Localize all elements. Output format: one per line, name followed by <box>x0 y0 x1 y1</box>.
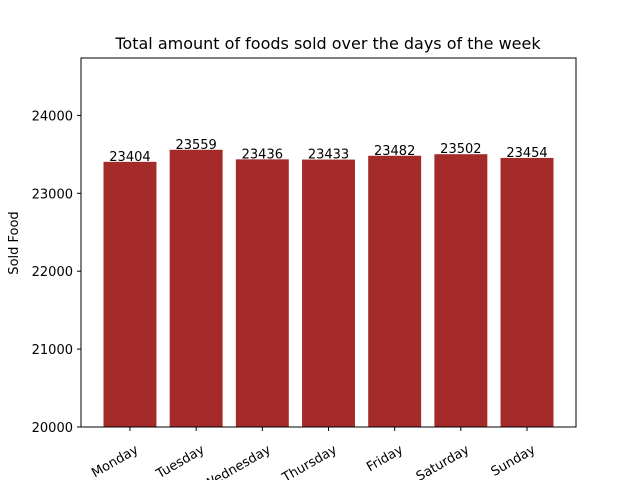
plot-frame <box>80 57 577 428</box>
x-tick-label: Saturday <box>414 442 472 480</box>
value-label: 23502 <box>440 142 481 157</box>
bar <box>434 154 488 427</box>
value-label: 23559 <box>175 138 216 153</box>
y-tick-label: 22000 <box>32 265 73 280</box>
y-tick-label: 20000 <box>32 421 73 436</box>
value-label: 23404 <box>109 150 150 165</box>
bar <box>302 159 355 427</box>
x-tick-label: Thursday <box>279 442 340 480</box>
x-tick-label: Sunday <box>489 442 539 479</box>
value-label: 23454 <box>506 146 547 161</box>
y-axis-label: Sold Food <box>7 211 22 274</box>
x-tick-label: Tuesday <box>153 442 207 480</box>
y-tick-label: 24000 <box>32 109 73 124</box>
bar <box>169 149 223 428</box>
x-tick-label: Friday <box>364 442 406 475</box>
x-tick-label: Monday <box>89 442 141 480</box>
chart-title: Total amount of foods sold over the days… <box>114 34 541 53</box>
value-label: 23433 <box>308 148 349 163</box>
bar <box>500 157 554 427</box>
y-tick-label: 21000 <box>32 343 73 358</box>
bar <box>235 159 289 427</box>
x-tick-label: Wednesday <box>201 442 274 480</box>
value-label: 23482 <box>374 144 415 159</box>
y-tick-label: 23000 <box>32 187 73 202</box>
bar <box>103 161 157 428</box>
value-label: 23436 <box>242 147 283 162</box>
bar <box>368 155 422 428</box>
